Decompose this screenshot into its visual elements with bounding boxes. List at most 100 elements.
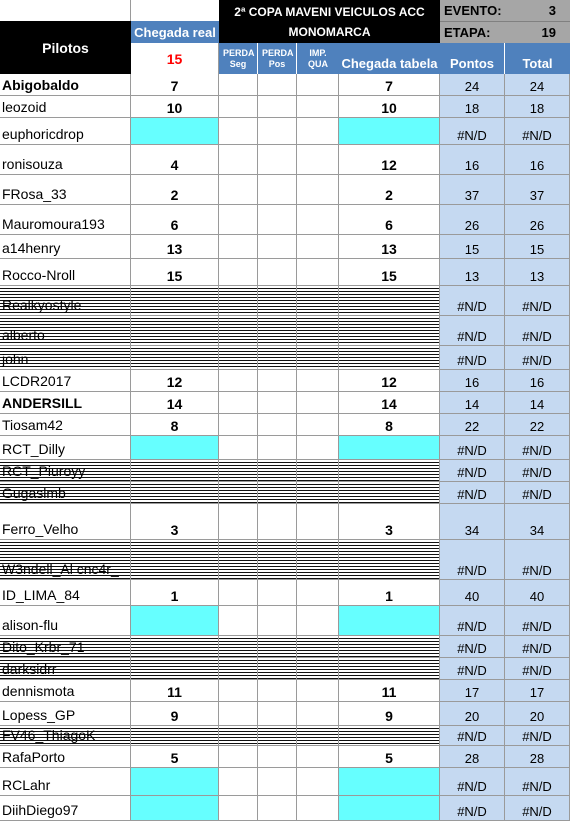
perda-pos-cell (258, 259, 297, 286)
chegada-tabela-cell (339, 286, 440, 316)
chegada-real-cell (131, 606, 219, 636)
pilot-name-text: RCLahr (2, 777, 51, 793)
total-cell: #N/D (505, 658, 570, 680)
pontos-cell: #N/D (440, 460, 505, 482)
imp-qua-cell (297, 636, 339, 658)
perda-seg-cell (219, 540, 258, 580)
chegada-tabela-cell: 1 (339, 580, 440, 606)
pontos-cell-text: #N/D (457, 804, 487, 819)
pilot-name: RCT_Piuroyy (0, 460, 131, 482)
perda-pos-cell (258, 482, 297, 504)
perda-pos-cell (258, 540, 297, 580)
perda-pos-cell (258, 286, 297, 316)
pontos-cell-text: 22 (464, 419, 480, 434)
pontos-cell-text: 20 (464, 709, 480, 724)
perda-pos-cell (258, 205, 297, 235)
total-cell-text: #N/D (522, 353, 552, 368)
pilotos-header: Pilotos (0, 21, 131, 74)
pontos-cell: #N/D (440, 316, 505, 346)
title-line-2: MONOMARCA (288, 24, 371, 39)
table-row: Abigobaldo 7 7 24 24 (0, 74, 570, 96)
pontos-cell-text: 16 (464, 375, 480, 390)
total-cell: #N/D (505, 606, 570, 636)
imp-qua-cell (297, 414, 339, 436)
chegada-tabela-cell (339, 658, 440, 680)
perda-pos-cell (258, 436, 297, 460)
chegada-tabela-cell-text: 8 (385, 418, 393, 434)
pontos-cell: #N/D (440, 636, 505, 658)
total-cell: #N/D (505, 796, 570, 821)
pontos-cell-text: 24 (464, 79, 480, 94)
pilot-name-text: leozoid (2, 99, 47, 115)
pilot-name: darksidrr (0, 658, 131, 680)
pilot-name: Realkyostyle (0, 286, 131, 316)
chegada-tabela-cell: 12 (339, 370, 440, 392)
table-row: Rocco-Nroll 15 15 13 13 (0, 259, 570, 286)
perda-pos-header: PERDA Pos (258, 43, 297, 74)
chegada-tabela-cell: 11 (339, 680, 440, 702)
table-row: Lopess_GP 9 9 20 20 (0, 702, 570, 726)
chegada-tabela-cell: 3 (339, 504, 440, 540)
pontos-cell: 28 (440, 746, 505, 768)
title-banner: 2ª COPA MAVENI VEICULOS ACC MONOMARCA (219, 0, 440, 43)
pilot-name: ronisouza (0, 145, 131, 175)
total-cell: 20 (505, 702, 570, 726)
chegada-real-cell-text: 12 (166, 374, 183, 390)
chegada-tabela-cell: 7 (339, 74, 440, 96)
total-cell: 34 (505, 504, 570, 540)
perda-seg-cell (219, 436, 258, 460)
etapa-label: ETAPA: (444, 25, 491, 40)
imp-qua-cell (297, 540, 339, 580)
total-cell: #N/D (505, 118, 570, 145)
perda-pos-label: PERDA Pos (262, 47, 294, 69)
pontos-cell-text: 17 (464, 685, 480, 700)
pontos-cell: 17 (440, 680, 505, 702)
imp-qua-cell (297, 235, 339, 259)
total-cell-text: #N/D (522, 465, 552, 480)
perda-pos-cell (258, 96, 297, 118)
pilot-name-text: euphoricdrop (2, 126, 84, 142)
perda-seg-cell (219, 205, 258, 235)
pontos-cell: 16 (440, 370, 505, 392)
pilot-name-text: Realkyostyle (2, 297, 82, 313)
perda-seg-cell (219, 145, 258, 175)
perda-pos-cell (258, 580, 297, 606)
pontos-cell: 40 (440, 580, 505, 606)
total-cell: 18 (505, 96, 570, 118)
pontos-cell-text: #N/D (457, 641, 487, 656)
chegada-tabela-cell (339, 482, 440, 504)
total-cell: #N/D (505, 436, 570, 460)
chegada-tabela-cell (339, 346, 440, 370)
chegada-real-cell (131, 768, 219, 796)
perda-pos-cell (258, 370, 297, 392)
perda-seg-cell (219, 606, 258, 636)
perda-seg-cell (219, 460, 258, 482)
total-cell-text: #N/D (522, 663, 552, 678)
pilot-name-text: RCT_Dilly (2, 441, 65, 457)
chegada-tabela-cell (339, 768, 440, 796)
pilot-name: Abigobaldo (0, 74, 131, 96)
pontos-label: Pontos (449, 56, 495, 71)
chegada-real-cell (131, 436, 219, 460)
total-cell: #N/D (505, 540, 570, 580)
chegada-tabela-cell: 2 (339, 175, 440, 205)
pontos-cell-text: 34 (464, 523, 480, 538)
chegada-real-cell: 2 (131, 175, 219, 205)
total-cell-text: 15 (529, 242, 545, 257)
pilot-name: Gugaslmb (0, 482, 131, 504)
pilot-name: a14henry (0, 235, 131, 259)
chegada-tabela-cell: 15 (339, 259, 440, 286)
chegada-tabela-cell: 14 (339, 392, 440, 414)
table-row: W3ndell_Al cnc4r_ #N/D #N/D (0, 540, 570, 580)
pontos-cell-text: #N/D (457, 128, 487, 143)
total-cell: 26 (505, 205, 570, 235)
pilot-name-text: Abigobaldo (2, 77, 79, 93)
imp-qua-cell (297, 460, 339, 482)
pontos-cell-text: 16 (464, 158, 480, 173)
total-cell-text: 37 (529, 188, 545, 203)
table-row: DiihDiego97 #N/D #N/D (0, 796, 570, 821)
perda-seg-cell (219, 580, 258, 606)
total-cell-text: 13 (529, 269, 545, 284)
chegada-real-cell-text: 6 (170, 217, 179, 233)
pilot-name: ANDERSILL (0, 392, 131, 414)
